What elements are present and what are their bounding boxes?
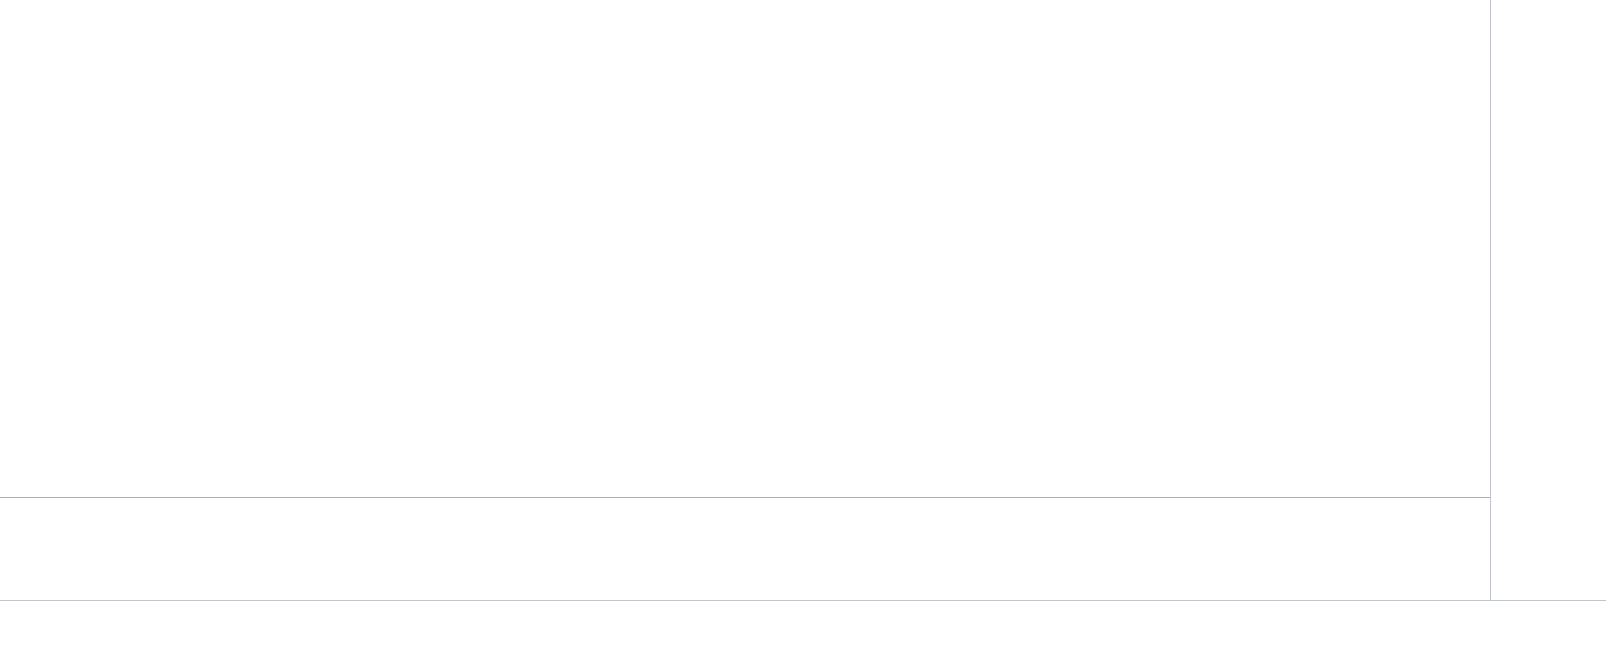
chart-legend [11, 7, 46, 25]
pane-separator[interactable] [0, 497, 1606, 498]
price-axis[interactable] [1490, 0, 1606, 600]
time-axis[interactable] [0, 600, 1606, 649]
chart-canvas[interactable] [0, 0, 1490, 600]
